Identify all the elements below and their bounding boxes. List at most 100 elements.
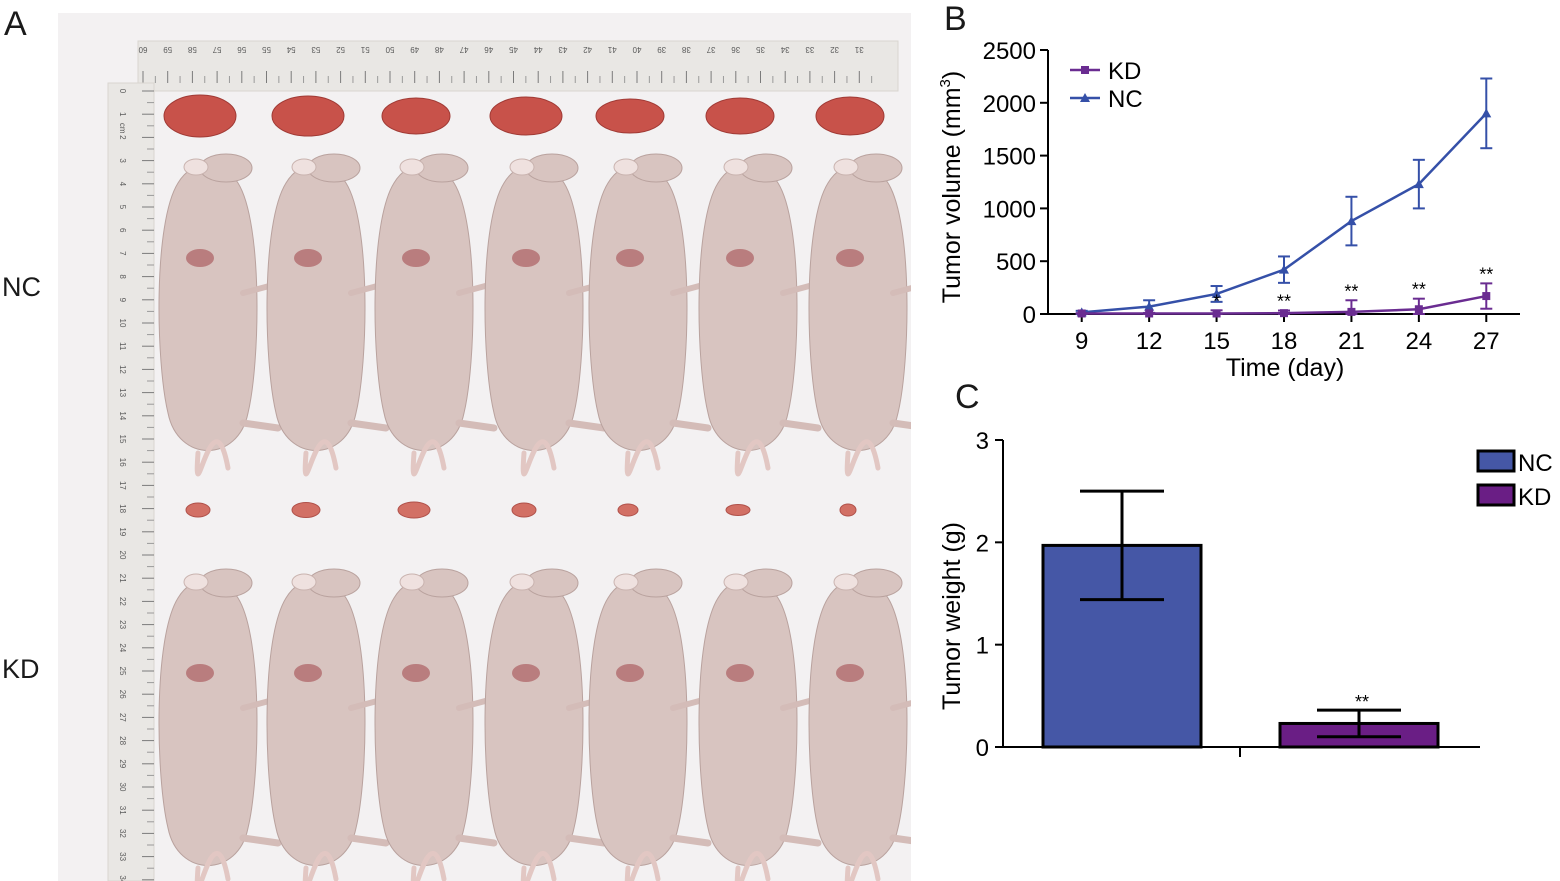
mouse-kd-7 <box>808 568 911 881</box>
mouse-leg <box>455 834 498 847</box>
left-ruler-number: 33 <box>118 852 127 861</box>
mouse-leg <box>239 834 282 847</box>
left-ruler-number: 11 <box>118 342 127 351</box>
top-ruler-number: 35 <box>756 45 765 54</box>
significance-marker: ** <box>1344 281 1358 301</box>
left-ruler-number: 8 <box>118 274 127 279</box>
mouse-leg <box>456 697 492 711</box>
top-ruler <box>137 40 899 92</box>
data-point-nc <box>1481 108 1492 118</box>
left-ruler-number: 34 <box>118 875 127 881</box>
top-ruler-number: 48 <box>434 45 443 54</box>
left-ruler-number: 0 <box>118 89 127 94</box>
left-ruler-number: 14 <box>118 411 127 420</box>
legend-marker-kd <box>1081 66 1089 74</box>
left-ruler-number: 28 <box>118 736 127 745</box>
volume-y-axis-label-main: Tumor volume (mm <box>938 87 966 303</box>
mouse-tail <box>410 850 447 881</box>
mouse-wound <box>402 664 430 682</box>
mouse-tail <box>302 850 339 881</box>
data-point-kd <box>1145 309 1154 318</box>
top-ruler-number: 43 <box>558 45 567 54</box>
left-ruler-number: 4 <box>118 182 127 187</box>
left-ruler-number: 3 <box>118 158 127 163</box>
mouse-nc-4 <box>484 153 608 477</box>
tumor-nc-1 <box>163 94 237 138</box>
left-ruler-number: 21 <box>118 574 127 583</box>
mouse-tail <box>410 439 447 477</box>
top-ruler-number: 36 <box>731 45 740 54</box>
left-ruler-number: 15 <box>118 435 127 444</box>
mouse-ear <box>509 158 535 176</box>
mouse-ear <box>291 573 317 591</box>
top-ruler-number: 46 <box>484 45 493 54</box>
mouse-leg <box>670 697 706 711</box>
left-ruler-number: 22 <box>118 597 127 606</box>
volume-x-axis-label: Time (day) <box>1226 354 1345 382</box>
top-ruler-number: 44 <box>533 45 542 54</box>
row-label-kd: KD <box>2 654 40 684</box>
mouse-leg <box>889 419 911 430</box>
mouse-kd-1 <box>158 568 282 881</box>
top-ruler-number: 31 <box>854 45 863 54</box>
volume-y-tick-label: 2000 <box>983 91 1036 118</box>
top-ruler-number: 56 <box>237 45 246 54</box>
tumor-nc-5 <box>595 98 665 134</box>
tumor-kd-4 <box>511 502 537 518</box>
mouse-leg <box>889 834 911 845</box>
top-ruler-number: 32 <box>830 45 839 54</box>
mouse-leg <box>669 834 712 847</box>
mouse-kd-3 <box>374 568 498 881</box>
mouse-tail <box>520 850 557 881</box>
left-ruler-numbers: 0123456789101112131415161718192021222324… <box>118 89 127 881</box>
mouse-ear <box>399 158 425 176</box>
mouse-wound <box>512 249 540 267</box>
mouse-wound <box>402 249 430 267</box>
mouse-leg <box>780 697 816 711</box>
top-ruler-number: 37 <box>706 45 715 54</box>
mouse-leg <box>780 282 816 296</box>
mouse-tail <box>844 850 881 881</box>
volume-y-tick-label: 1000 <box>983 196 1036 223</box>
top-ruler-number: 50 <box>385 45 394 54</box>
top-ruler-number: 52 <box>336 45 345 54</box>
significance-marker: * <box>1213 291 1220 311</box>
data-point-kd <box>1077 309 1086 318</box>
volume-x-tick-label: 27 <box>1473 328 1500 355</box>
mouse-kd-6 <box>698 568 822 881</box>
mouse-leg <box>455 419 498 432</box>
mouse-ear <box>183 573 209 591</box>
mouse-ear <box>723 158 749 176</box>
tumor-nc-6 <box>705 97 775 135</box>
mouse-tail <box>520 439 557 477</box>
data-point-nc <box>1346 216 1357 226</box>
mice-photo: 60 59 58 57 56 55 54 53 52 51 50 49 48 47 46 45 44 43 42 41… <box>58 13 911 881</box>
top-ruler-number: 58 <box>187 45 196 54</box>
mouse-wound <box>836 249 864 267</box>
significance-marker: ** <box>1277 292 1291 312</box>
top-ruler-number: 34 <box>780 45 789 54</box>
volume-y-axis-label-close: ) <box>938 71 966 79</box>
top-ruler-number: 60 <box>138 45 147 54</box>
left-ruler-number: 20 <box>118 551 127 560</box>
row-label-nc: NC <box>2 272 41 302</box>
significance-marker: ** <box>1412 280 1426 300</box>
mouse-nc-1 <box>158 153 282 477</box>
mouse-tail <box>302 439 339 477</box>
mouse-tail <box>194 850 231 881</box>
mouse-leg <box>239 419 282 432</box>
left-ruler-number: 32 <box>118 829 127 838</box>
panel-label-a: A <box>4 5 27 43</box>
left-ruler <box>107 82 155 881</box>
volume-y-tick-label: 2500 <box>983 38 1036 65</box>
left-ruler-unit: cm <box>118 123 127 134</box>
legend-label-kd: KD <box>1108 58 1141 85</box>
top-ruler-number: 45 <box>509 45 518 54</box>
mouse-leg <box>565 834 608 847</box>
top-ruler-number: 55 <box>262 45 271 54</box>
volume-x-tick-label: 15 <box>1203 328 1230 355</box>
volume-x-tick-label: 18 <box>1271 328 1298 355</box>
top-ruler-number: 39 <box>657 45 666 54</box>
left-ruler-number: 24 <box>118 643 127 652</box>
tumor-nc-3 <box>381 97 451 135</box>
